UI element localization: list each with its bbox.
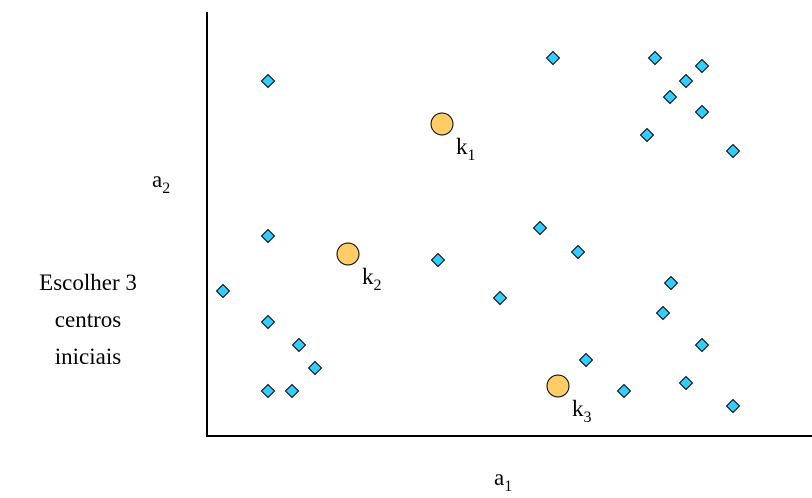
y-axis-label: a2: [152, 167, 170, 197]
cluster-center-label-3: k3: [572, 396, 592, 426]
caption-line-3: iniciais: [54, 344, 122, 369]
data-point: [284, 383, 300, 399]
cluster-centers: k1 k2 k3: [336, 112, 592, 426]
data-point: [678, 375, 694, 391]
cluster-center-1: [430, 112, 454, 136]
data-point: [616, 383, 632, 399]
caption-line-1: Escolher 3: [39, 270, 137, 295]
data-point: [578, 352, 594, 368]
data-point: [662, 89, 678, 105]
data-point: [545, 50, 561, 66]
data-point: [663, 275, 679, 291]
x-axis-label: a1: [494, 465, 512, 495]
data-point: [430, 252, 446, 268]
data-point: [694, 104, 710, 120]
data-point: [647, 50, 663, 66]
data-point: [655, 305, 671, 321]
data-point: [215, 283, 231, 299]
data-point: [678, 73, 694, 89]
cluster-center-2: [336, 242, 360, 266]
cluster-center-3: [546, 374, 570, 398]
data-point: [725, 143, 741, 159]
cluster-center-label-1: k1: [456, 134, 476, 164]
data-point: [260, 73, 276, 89]
data-point: [532, 220, 548, 236]
data-point: [725, 398, 741, 414]
data-point: [639, 127, 655, 143]
data-point: [492, 290, 508, 306]
data-point: [694, 337, 710, 353]
data-point: [291, 337, 307, 353]
data-point: [307, 360, 323, 376]
data-point: [694, 58, 710, 74]
data-point: [260, 314, 276, 330]
data-point: [260, 383, 276, 399]
data-point: [260, 228, 276, 244]
data-points: [215, 50, 741, 414]
caption-line-2: centros: [54, 307, 122, 332]
cluster-center-label-2: k2: [362, 264, 382, 294]
data-point: [570, 244, 586, 260]
